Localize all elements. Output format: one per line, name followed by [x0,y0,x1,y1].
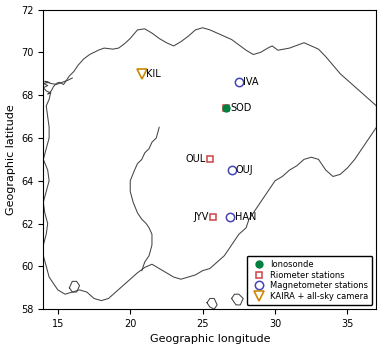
Text: OUJ: OUJ [236,165,254,175]
Text: HAN: HAN [235,212,256,222]
Text: IVA: IVA [243,77,259,87]
X-axis label: Geographic longitude: Geographic longitude [150,335,270,344]
Legend: Ionosonde, Riometer stations, Magnetometer stations, KAIRA + all-sky camera: Ionosonde, Riometer stations, Magnetomet… [246,256,372,305]
Text: JYV: JYV [193,212,209,222]
Text: SOD: SOD [230,103,251,113]
Text: KIL: KIL [146,69,161,79]
Y-axis label: Geographic latitude: Geographic latitude [6,104,16,215]
Text: OUL: OUL [185,154,206,164]
